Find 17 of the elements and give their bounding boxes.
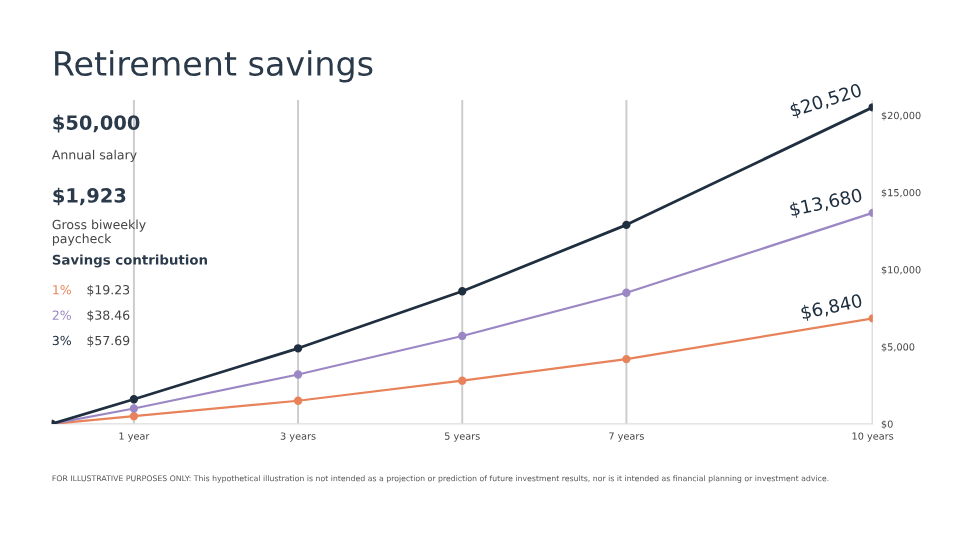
chart-title: Retirement savings — [55, 50, 373, 83]
point — [129, 412, 139, 421]
point — [622, 220, 631, 230]
point — [622, 288, 631, 297]
annotation: $1,923 — [53, 187, 126, 206]
point — [458, 331, 467, 341]
point — [458, 376, 467, 385]
point — [293, 370, 303, 379]
point — [293, 344, 303, 353]
data-label: $6,840 — [800, 293, 863, 322]
point — [458, 287, 467, 296]
point — [293, 396, 303, 405]
data-label: $13,680 — [789, 187, 863, 219]
point — [129, 395, 139, 404]
point — [129, 404, 139, 413]
annotation: $50,000 — [53, 114, 140, 133]
point — [622, 354, 631, 364]
